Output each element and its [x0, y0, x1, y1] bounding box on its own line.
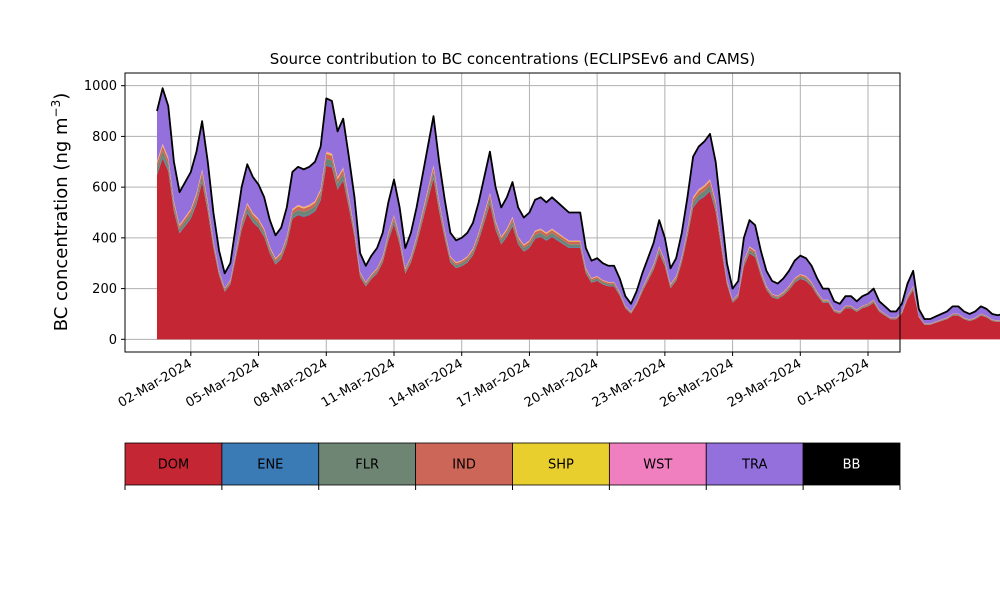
plot-frame — [124, 72, 901, 353]
y-axis-label-exponent: −3 — [49, 100, 63, 118]
x-tick-label: 02-Mar-2024 — [116, 356, 195, 410]
x-tick-label: 20-Mar-2024 — [522, 356, 601, 410]
y-axis-label-close: ) — [51, 93, 72, 100]
legend-label-ene: ENE — [257, 458, 283, 473]
legend-label-flr: FLR — [355, 458, 379, 473]
legend-label-wst: WST — [643, 458, 672, 473]
x-tick-label: 01-Apr-2024 — [795, 356, 872, 409]
x-tick-label: 26-Mar-2024 — [657, 356, 736, 410]
y-tick-label: 0 — [109, 333, 117, 348]
legend-swatch-wst — [608, 442, 707, 486]
total-line — [156, 87, 1000, 320]
x-tick-label: 29-Mar-2024 — [725, 356, 804, 410]
y-tick-label: 400 — [92, 231, 117, 246]
y-axis-label: BC concentration (ng m−3) — [49, 93, 72, 332]
legend-swatch-ene — [221, 442, 320, 486]
legend-swatch-ind — [415, 442, 513, 486]
legend-swatch-shp — [512, 442, 610, 486]
legend-label-tra: TRA — [741, 458, 767, 473]
y-tick-label: 200 — [92, 282, 117, 297]
legend-label-shp: SHP — [548, 458, 574, 473]
x-axis: 02-Mar-202405-Mar-202408-Mar-202411-Mar-… — [116, 352, 872, 411]
legend-label-bb: BB — [843, 458, 861, 473]
area-tra — [156, 88, 1000, 324]
legend: DOM ENE FLR IND SHP WST TRA BB — [124, 442, 901, 490]
x-tick-label: 08-Mar-2024 — [251, 356, 330, 410]
legend-swatch-bb — [802, 442, 901, 486]
y-tick-label: 1000 — [84, 79, 117, 94]
y-axis-label-main: BC concentration (ng m — [51, 117, 72, 331]
legend-label-ind: IND — [452, 458, 476, 473]
y-tick-label: 600 — [92, 181, 117, 196]
x-tick-label: 14-Mar-2024 — [387, 356, 466, 410]
y-tick-label: 800 — [92, 130, 117, 145]
legend-swatch-tra — [705, 442, 804, 486]
x-tick-label: 23-Mar-2024 — [590, 356, 669, 410]
x-tick-label: 11-Mar-2024 — [319, 356, 398, 410]
x-tick-label: 17-Mar-2024 — [454, 356, 533, 410]
stacked-areas — [156, 88, 1000, 340]
total-series-line — [156, 87, 1000, 320]
y-axis: 0 200 400 600 800 1000 — [84, 79, 125, 348]
x-tick-label: 05-Mar-2024 — [183, 356, 262, 410]
chart-title: Source contribution to BC concentrations… — [270, 50, 755, 68]
area-dom — [156, 158, 1000, 340]
legend-label-dom: DOM — [158, 458, 189, 473]
